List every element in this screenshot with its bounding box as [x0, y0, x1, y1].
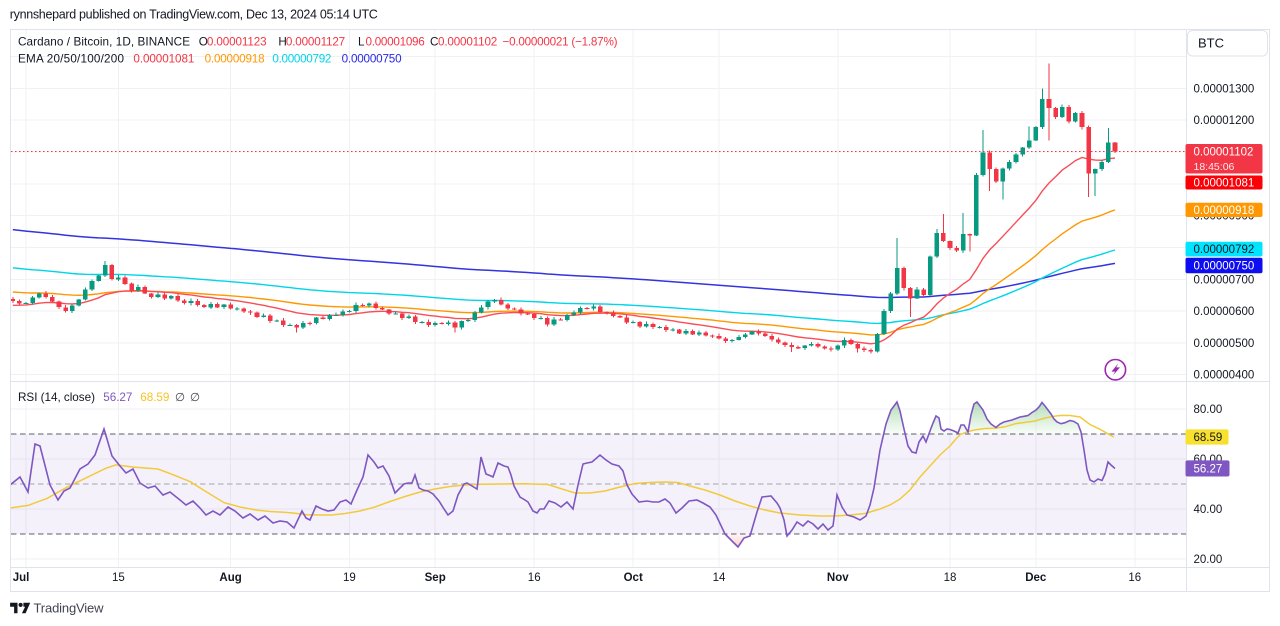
svg-text:68.59: 68.59	[140, 391, 169, 404]
svg-text:H: H	[278, 36, 286, 49]
svg-text:16: 16	[528, 572, 541, 584]
svg-text:0.00001200: 0.00001200	[1194, 115, 1255, 127]
svg-text:0.00000918: 0.00000918	[205, 52, 265, 65]
svg-text:0.00000750: 0.00000750	[1194, 261, 1255, 273]
svg-text:rynnshepard published on Tradi: rynnshepard published on TradingView.com…	[10, 8, 378, 22]
svg-text:EMA 20/50/100/200: EMA 20/50/100/200	[18, 52, 124, 65]
svg-text:15: 15	[112, 572, 125, 584]
svg-text:L: L	[358, 36, 365, 49]
svg-text:RSI (14, close): RSI (14, close)	[18, 391, 95, 404]
svg-text:14: 14	[713, 572, 726, 584]
svg-text:56.27: 56.27	[1194, 463, 1223, 475]
svg-text:0.00000400: 0.00000400	[1194, 370, 1255, 382]
svg-text:0.00001300: 0.00001300	[1194, 83, 1255, 95]
svg-text:Aug: Aug	[219, 572, 241, 584]
svg-text:56.27: 56.27	[103, 391, 132, 404]
svg-text:16: 16	[1128, 572, 1141, 584]
svg-text:−0.00000021 (−1.87%): −0.00000021 (−1.87%)	[503, 36, 618, 49]
svg-text:0.00000918: 0.00000918	[1194, 205, 1255, 217]
svg-text:Oct: Oct	[624, 572, 643, 584]
svg-text:∅: ∅	[190, 391, 200, 404]
svg-text:Cardano / Bitcoin, 1D, BINANCE: Cardano / Bitcoin, 1D, BINANCE	[18, 36, 190, 49]
svg-text:0.00001102: 0.00001102	[1194, 147, 1254, 159]
svg-text:0.00000792: 0.00000792	[1194, 244, 1255, 256]
svg-text:0.00001123: 0.00001123	[207, 36, 267, 49]
svg-text:0.00001102: 0.00001102	[438, 36, 497, 49]
svg-text:O: O	[199, 36, 208, 49]
svg-text:0.00001096: 0.00001096	[366, 36, 425, 49]
svg-text:∅: ∅	[175, 391, 185, 404]
svg-text:BTC: BTC	[1198, 36, 1224, 51]
svg-text:0.00001127: 0.00001127	[286, 36, 345, 49]
svg-text:80.00: 80.00	[1194, 404, 1223, 416]
svg-text:19: 19	[343, 572, 356, 584]
svg-text:Sep: Sep	[425, 572, 446, 584]
svg-text:Jul: Jul	[13, 572, 30, 584]
svg-text:18: 18	[944, 572, 957, 584]
svg-text:0.00000500: 0.00000500	[1194, 338, 1255, 350]
svg-text:Nov: Nov	[827, 572, 849, 584]
svg-text:0.00001081: 0.00001081	[1194, 178, 1255, 190]
svg-text:0.00000600: 0.00000600	[1194, 306, 1255, 318]
svg-text:C: C	[430, 36, 438, 49]
svg-text:0.00000792: 0.00000792	[272, 52, 331, 65]
svg-text:20.00: 20.00	[1194, 554, 1223, 566]
svg-text:Dec: Dec	[1025, 572, 1047, 584]
svg-text:0.00000750: 0.00000750	[342, 52, 402, 65]
svg-text:68.59: 68.59	[1194, 432, 1223, 444]
svg-text:40.00: 40.00	[1194, 504, 1223, 516]
svg-text:0.00000700: 0.00000700	[1194, 274, 1255, 286]
svg-text:0.00001081: 0.00001081	[133, 52, 194, 65]
svg-text:TradingView: TradingView	[34, 600, 105, 615]
svg-text:18:45:06: 18:45:06	[1194, 161, 1235, 173]
